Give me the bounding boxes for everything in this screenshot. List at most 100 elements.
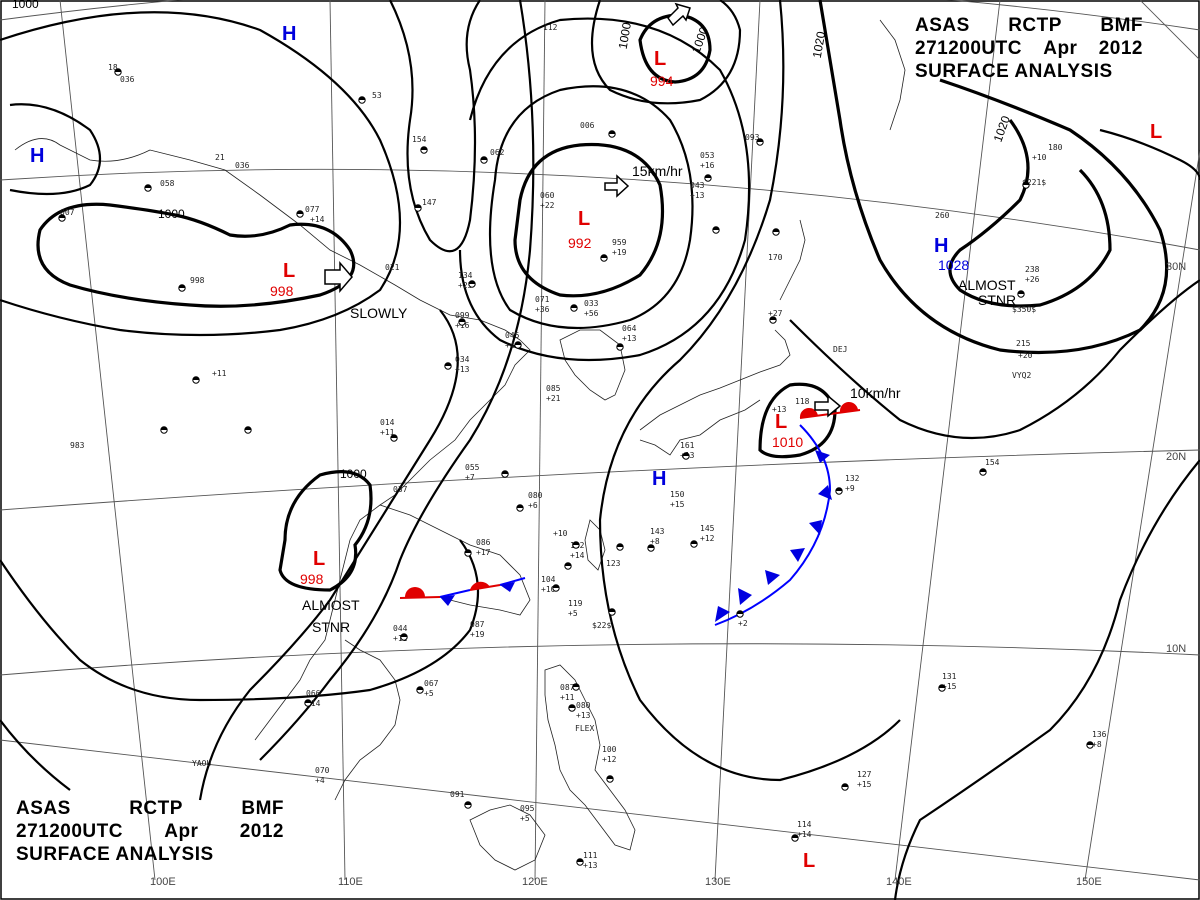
station-cloud-cover [616,343,624,347]
graticule [0,0,1200,881]
station-report: 143 [650,527,665,536]
title-row: 271200UTC Apr 2012 [915,37,1143,60]
cold-front-symbol [738,588,752,605]
graticule-labels: 30N 20N 10N 100E 110E 120E 130E 140E 150… [150,261,1186,888]
station-report: 100 [602,745,617,754]
station-report: 034 [455,355,470,364]
agency-code: BMF [241,798,284,819]
station-report: +8 [1092,740,1102,749]
station-cloud-cover [514,341,522,345]
lon-label: 140E [886,876,912,888]
coast-korea [559,329,626,401]
high-pressure-center: H [934,235,948,257]
lon-line-160e [1139,0,1200,61]
low-pressure-center: L [803,850,815,872]
lat-line-40n [0,0,1200,31]
station-report: 091 [450,790,465,799]
station-report: 147 [422,198,437,207]
cold-front-symbol [440,595,455,606]
valid-year: 2012 [1098,38,1143,59]
coast-japan [639,329,791,431]
station-cloud-cover [468,280,476,284]
station-report: 007 [60,208,75,217]
station-report: 53 [372,91,382,100]
station-report: 154 [412,135,427,144]
station-report: 145 [700,524,715,533]
valid-time: 271200UTC [915,38,1022,59]
station-cloud-cover [568,704,576,708]
station-cloud-cover [608,608,616,612]
arrow-slowly [324,260,353,294]
isobar-label: 1020 [810,30,828,59]
low-pressure-center: L [578,208,590,230]
fronts [399,401,861,626]
lat-line-10n [0,643,1200,676]
isobar-north-ring [590,0,742,105]
high-pressure-center: H [652,468,666,490]
station-report: 21 [215,153,225,162]
station-report: +13 [622,334,637,343]
cold-front-symbol [500,582,515,592]
low-pressure-center: L [313,548,325,570]
station-report: +5 [424,689,434,698]
station-report: +19 [612,248,627,257]
station-cloud-cover [400,633,408,637]
motion-label: ALMOST [302,597,360,613]
cold-front-b [499,577,526,586]
station-cloud-cover [296,210,304,214]
station-report: 136 [1092,730,1107,739]
coast-japan-south [639,399,761,456]
title-row: ASAS RCTP BMF [915,14,1143,37]
station-report: 085 [546,384,561,393]
station-report: 087 [560,683,575,692]
product-name: SURFACE ANALYSIS [915,61,1113,82]
station-report: 043 [690,181,705,190]
station-report: +26 [1025,275,1040,284]
isobar-label: 1000 [340,467,367,481]
lon-line-120e [534,0,546,881]
lon-label: 150E [1076,876,1102,888]
station-report: 104 [541,575,556,584]
station-cloud-cover [600,254,608,258]
station-cloud-cover [160,426,168,430]
station-report: 238 [1025,265,1040,274]
station-report: +6 [528,501,538,510]
title-row: SURFACE ANALYSIS [915,60,1143,83]
station-report: 154 [985,458,1000,467]
station-report: +11 [380,428,395,437]
cold-front-a [439,589,471,598]
lat-label: 10N [1166,643,1186,655]
station-cloud-cover [704,174,712,178]
valid-time: 271200UTC [16,821,123,842]
station-report: 260 [935,211,950,220]
product-name: SURFACE ANALYSIS [16,844,214,865]
cold-front-symbol [715,606,730,622]
coast-indochina [334,639,401,801]
title-row: ASAS RCTP BMF [16,797,284,820]
station-report: 983 [70,441,85,450]
station-cloud-cover [572,683,580,687]
station-report: 118 [795,397,810,406]
station-report: +15 [857,780,872,789]
station-report: 180 [1048,143,1063,152]
arrow-north [667,2,691,27]
station-cloud-cover [769,316,777,320]
station-report: +10 [553,529,568,538]
station-report: +21 [546,394,561,403]
motion-label: STNR [978,292,1016,308]
station-cloud-cover [791,834,799,838]
station-report: 959 [612,238,627,247]
station-report: 044 [393,624,408,633]
station-cloud-cover [444,362,452,366]
title-row: SURFACE ANALYSIS [16,843,284,866]
lon-label: 110E [338,876,363,888]
station-cloud-cover [570,304,578,308]
station-cloud-cover [114,68,122,72]
isobar-1012-east [893,459,1200,900]
chart-title-top: ASAS RCTP BMF 271200UTC Apr 2012 SURFACE… [915,14,1143,83]
station-report: 067 [424,679,439,688]
isobar-label: 1020 [991,114,1013,144]
motion-labels: SLOWLY 15km/hr 10km/hr ALMOST STNR ALMOS… [302,163,1016,635]
station-report: 161 [680,441,695,450]
